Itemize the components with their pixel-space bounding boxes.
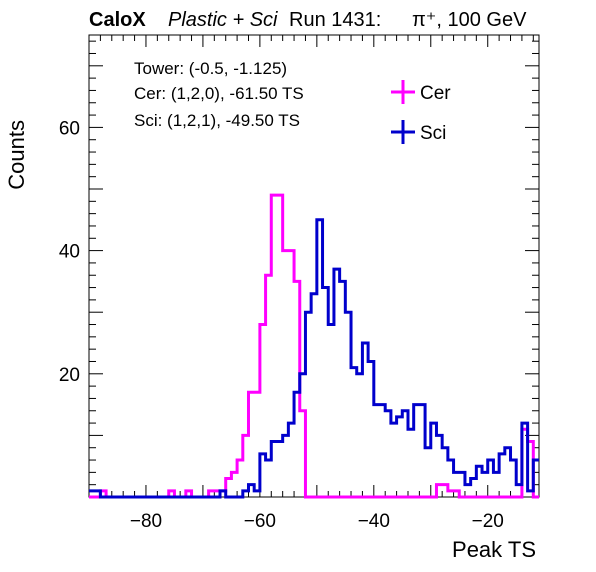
y-tick-label: 60 <box>59 118 80 139</box>
x-tick-label: −20 <box>472 511 504 532</box>
plot-frame <box>88 34 540 498</box>
x-tick-label: −80 <box>130 511 162 532</box>
y-axis-title: Counts <box>4 120 29 190</box>
legend: Cer Sci <box>391 80 451 144</box>
x-tick-label: −60 <box>244 511 276 532</box>
info-line-tower: Tower: (-0.5, -1.125) <box>134 59 287 78</box>
info-line-sci: Sci: (1,2,1), -49.50 TS <box>134 111 300 130</box>
x-axis-title: Peak TS <box>452 537 536 562</box>
series-sci-line <box>89 218 539 499</box>
series-layer <box>89 193 539 499</box>
experiment-title: CaloX <box>89 9 146 31</box>
x-tick-label: −40 <box>358 511 390 532</box>
series-cer-line <box>89 193 539 499</box>
material-label: Plastic + Sci <box>168 9 278 31</box>
y-tick-label: 40 <box>59 242 80 263</box>
legend-label-cer: Cer <box>420 83 451 104</box>
beam-label: π⁺, 100 GeV <box>412 9 527 31</box>
y-tick-label: 20 <box>59 365 80 386</box>
info-line-cer: Cer: (1,2,0), -61.50 TS <box>134 84 304 103</box>
legend-label-sci: Sci <box>420 123 446 144</box>
run-label: Run 1431: <box>289 9 381 31</box>
